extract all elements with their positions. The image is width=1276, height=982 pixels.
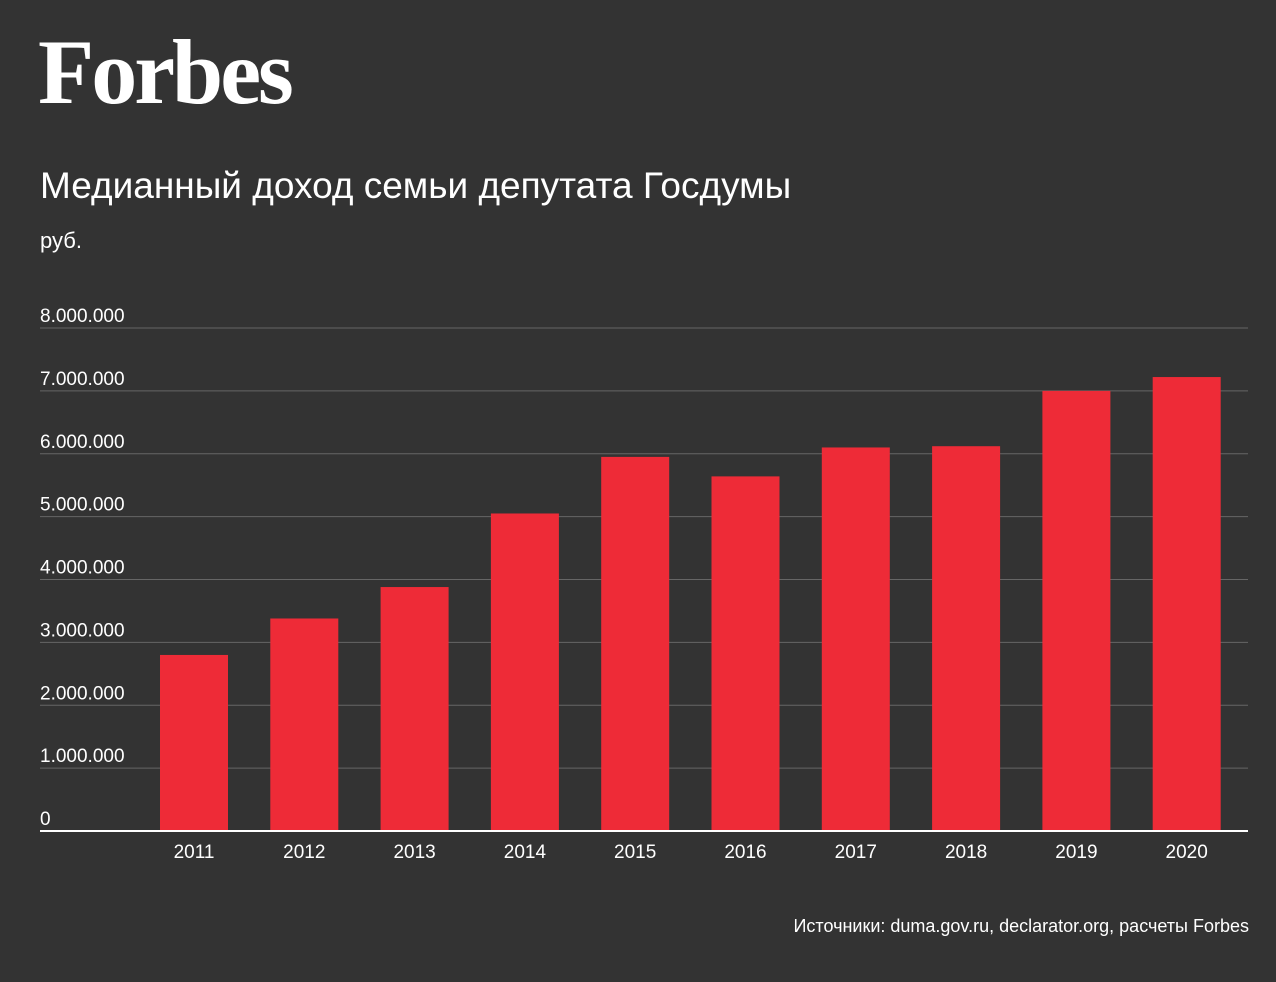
y-tick-label: 5.000.000 — [40, 495, 125, 516]
bar-2018 — [932, 446, 1001, 831]
bar-2012 — [270, 618, 339, 831]
bar-2016 — [711, 476, 780, 831]
y-tick-label: 4.000.000 — [40, 558, 125, 579]
bar-2015 — [601, 456, 670, 831]
bar-2019 — [1042, 390, 1111, 831]
y-tick-label: 2.000.000 — [40, 683, 125, 704]
x-tick-label: 2011 — [174, 842, 215, 863]
y-axis-ticks: 0 1.000.000 2.000.000 3.000.000 4.000.000 5.0… — [40, 306, 125, 830]
forbes-logo: Forbes — [38, 21, 294, 123]
x-tick-label: 2015 — [614, 842, 656, 863]
bar-2017 — [821, 447, 890, 831]
x-tick-label: 2020 — [1166, 842, 1208, 863]
y-tick-label: 1.000.000 — [40, 746, 125, 767]
x-tick-label: 2013 — [393, 842, 435, 863]
y-tick-label: 3.000.000 — [40, 620, 125, 641]
bar-2011 — [160, 654, 228, 831]
y-tick-label: 7.000.000 — [40, 369, 125, 390]
y-unit-label: руб. — [40, 228, 82, 253]
x-tick-label: 2019 — [1055, 842, 1097, 863]
y-tick-label: 8.000.000 — [40, 306, 125, 327]
x-tick-label: 2016 — [724, 842, 766, 863]
y-tick-label: 0 — [40, 809, 51, 830]
y-tick-label: 6.000.000 — [40, 432, 125, 453]
x-tick-label: 2012 — [283, 842, 325, 863]
x-tick-label: 2014 — [504, 842, 547, 863]
bar-2013 — [380, 587, 449, 831]
source-note: Источники: duma.gov.ru, declarator.org, … — [793, 916, 1249, 936]
x-axis-ticks: 2011 2012 2013 2014 2015 2016 2017 2018 2019 2020 — [174, 842, 1208, 863]
chart-title: Медианный доход семьи депутата Госдумы — [40, 165, 792, 206]
x-tick-label: 2017 — [835, 842, 877, 863]
bar-2020 — [1152, 377, 1221, 831]
bars — [160, 377, 1221, 831]
bar-2014 — [490, 513, 559, 831]
x-tick-label: 2018 — [945, 842, 987, 863]
